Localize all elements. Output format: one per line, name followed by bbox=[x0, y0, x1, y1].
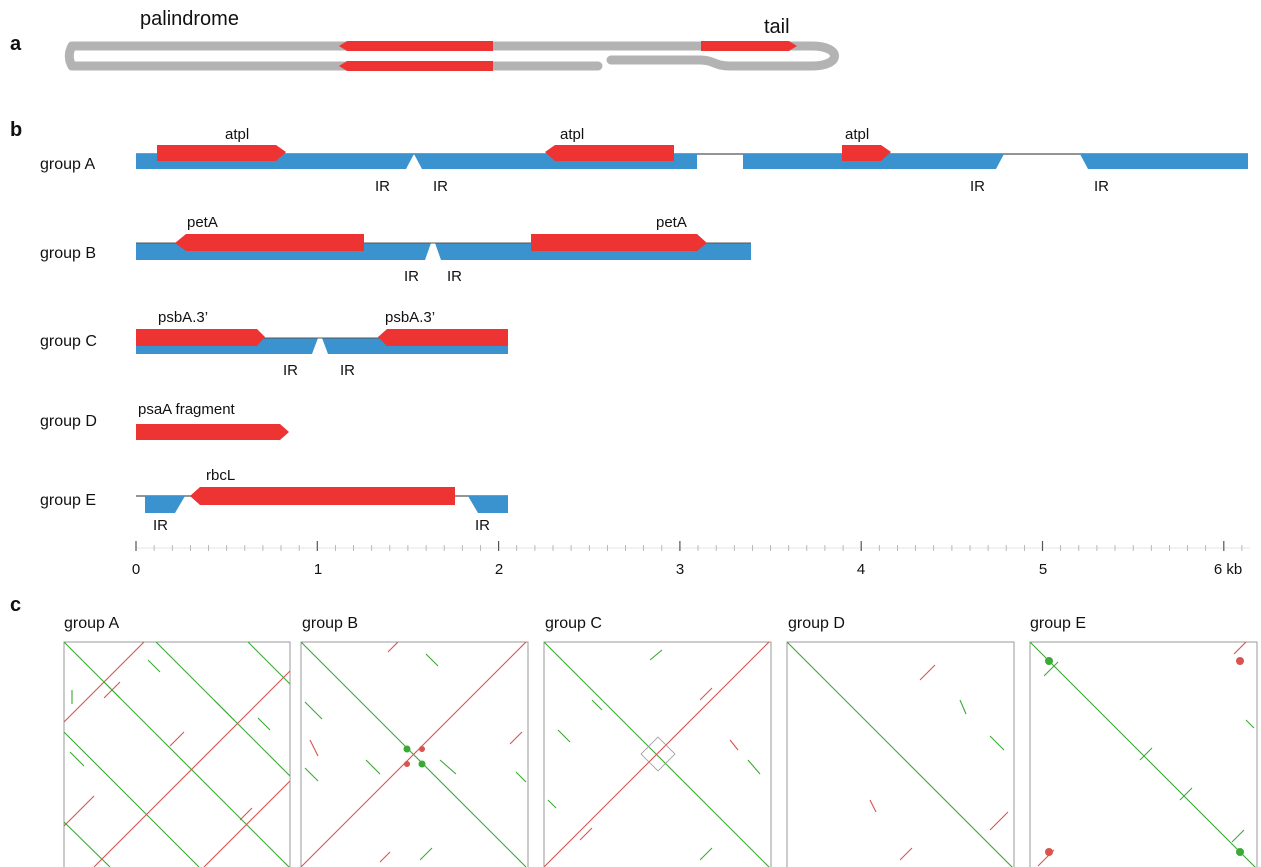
gene-label: atpl bbox=[560, 126, 584, 143]
dotplot-title: group E bbox=[1030, 615, 1086, 632]
ir-label: IR bbox=[475, 517, 490, 534]
gene-arrow bbox=[136, 329, 265, 346]
dotplot-d bbox=[786, 641, 1015, 867]
gene-arrow bbox=[531, 234, 707, 251]
panel-label-a: a bbox=[10, 33, 22, 55]
tick-label: 0 bbox=[132, 561, 140, 578]
gene-arrow bbox=[842, 145, 891, 161]
panel-label-b: b bbox=[10, 119, 22, 141]
dotplot-title: group A bbox=[64, 615, 119, 632]
group-a-segment bbox=[743, 154, 1004, 169]
tail-label: tail bbox=[764, 16, 790, 38]
ir-label: IR bbox=[433, 178, 448, 195]
tick-label: 4 bbox=[857, 561, 865, 578]
hairpin-backbone bbox=[64, 41, 839, 71]
tick-label: 1 bbox=[314, 561, 322, 578]
gene-label: psbA.3’ bbox=[385, 309, 435, 326]
gene-label: rbcL bbox=[206, 467, 235, 484]
group-a-segment bbox=[1080, 154, 1248, 169]
gene-label: psaA fragment bbox=[138, 401, 236, 418]
minor-ticks bbox=[135, 541, 1243, 551]
dotplot-a bbox=[63, 641, 291, 867]
group-d-map: psaA fragment bbox=[136, 401, 289, 440]
gene-label: atpl bbox=[225, 126, 249, 143]
group-e-segment bbox=[468, 496, 508, 513]
group-e-map: rbcL IR IR bbox=[136, 467, 508, 534]
gene-arrow bbox=[175, 234, 364, 251]
group-label-c: group C bbox=[40, 333, 97, 350]
ir-label: IR bbox=[340, 362, 355, 379]
dotplot-title: group C bbox=[545, 615, 602, 632]
gene-label: petA bbox=[656, 214, 687, 231]
group-label-a: group A bbox=[40, 156, 95, 173]
dotplot-titles: group A group B group C group D group E bbox=[64, 615, 1086, 632]
ir-label: IR bbox=[375, 178, 390, 195]
tick-label: 6 kb bbox=[1214, 561, 1242, 578]
tick-label: 2 bbox=[495, 561, 503, 578]
group-label-e: group E bbox=[40, 492, 96, 509]
dotplot-title: group B bbox=[302, 615, 358, 632]
dotplot-title: group D bbox=[788, 615, 845, 632]
hairpin-tail-gene bbox=[701, 41, 797, 51]
ir-label: IR bbox=[404, 268, 419, 285]
group-label-b: group B bbox=[40, 245, 96, 262]
tick-label: 5 bbox=[1039, 561, 1047, 578]
palindrome-label: palindrome bbox=[140, 8, 239, 30]
dotplot-c bbox=[543, 641, 772, 867]
group-label-d: group D bbox=[40, 413, 97, 430]
group-labels: group A group B group C group D group E bbox=[40, 156, 97, 509]
tick-label: 3 bbox=[676, 561, 684, 578]
group-e-segment bbox=[145, 496, 185, 513]
gene-label: atpl bbox=[845, 126, 869, 143]
gene-arrow bbox=[378, 329, 508, 346]
scale-axis: 0 1 2 3 4 5 6 kb bbox=[132, 541, 1250, 578]
dotplot-e bbox=[1029, 641, 1258, 867]
dotplot-b bbox=[300, 641, 529, 867]
gene-arrow bbox=[136, 424, 289, 440]
group-b-map: petA petA IR IR bbox=[136, 214, 751, 285]
hairpin-diagram bbox=[64, 41, 839, 71]
ir-label: IR bbox=[283, 362, 298, 379]
gene-arrow bbox=[545, 145, 674, 161]
ir-label: IR bbox=[1094, 178, 1109, 195]
gene-label: petA bbox=[187, 214, 218, 231]
ir-label: IR bbox=[153, 517, 168, 534]
gene-label: psbA.3’ bbox=[158, 309, 208, 326]
panel-label-c: c bbox=[10, 594, 21, 616]
group-c-map: psbA.3’ psbA.3’ IR IR bbox=[136, 309, 508, 379]
gene-arrow bbox=[190, 487, 455, 505]
ir-label: IR bbox=[970, 178, 985, 195]
gene-arrow bbox=[157, 145, 286, 161]
group-a-map: atpl atpl atpl IR IR IR IR bbox=[136, 126, 1248, 195]
hairpin-gene-bottom bbox=[339, 61, 493, 71]
ir-label: IR bbox=[447, 268, 462, 285]
hairpin-gene-top bbox=[339, 41, 493, 51]
